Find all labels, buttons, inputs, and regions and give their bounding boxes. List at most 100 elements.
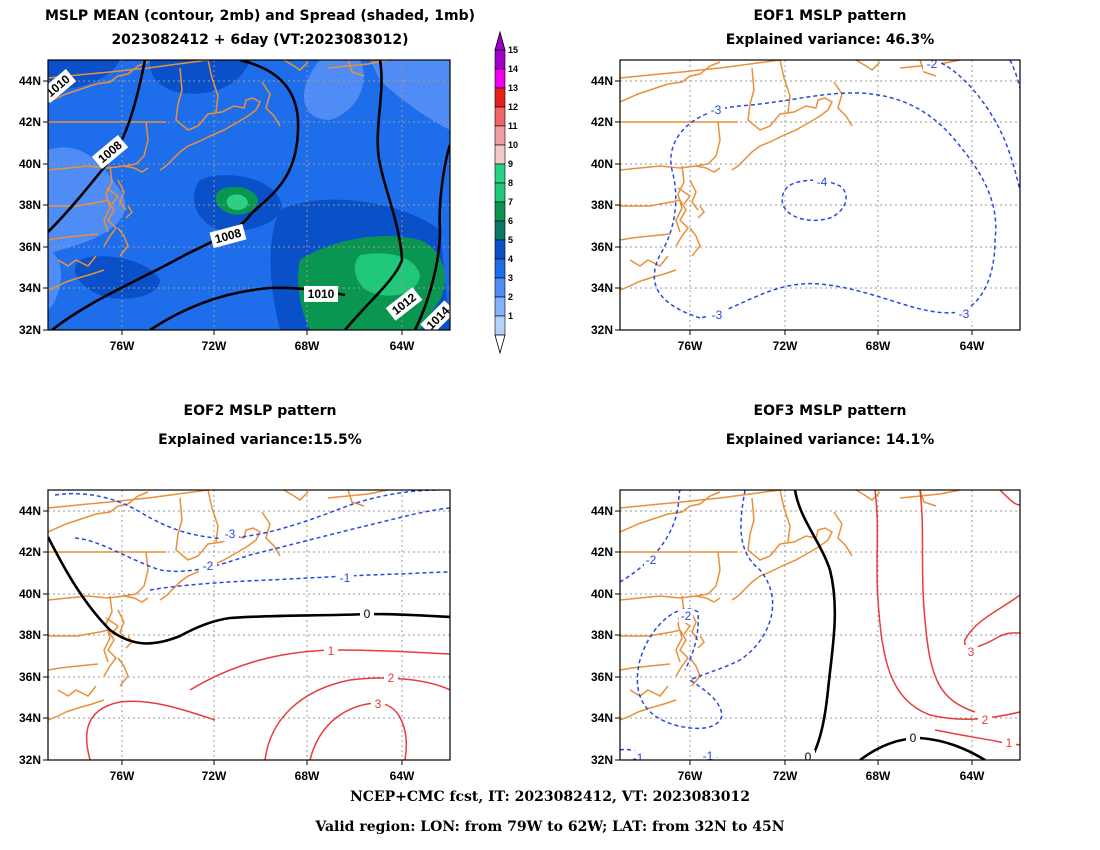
eof3-lat-label: 40N: [591, 587, 613, 601]
eof3-lat-label: 42N: [591, 545, 613, 559]
eof1-contour-label-3: -4: [813, 175, 831, 189]
colorbar-swatch: [494, 68, 506, 89]
colorbar-level-label: 15: [508, 45, 518, 55]
eof3-lat-label: 36N: [591, 670, 613, 684]
colorbar-level-label: 4: [508, 254, 513, 264]
svg-text:-2: -2: [203, 559, 214, 573]
eof3-lon-label: 68W: [866, 769, 891, 783]
mean-lat-label: 42N: [19, 115, 41, 129]
eof1-title: EOF1 MSLP pattern: [753, 8, 907, 24]
eof2-lat-label: 38N: [19, 628, 41, 642]
eof3-lon-label: 64W: [960, 769, 985, 783]
colorbar-swatch: [494, 315, 506, 336]
svg-text:3: 3: [375, 697, 382, 711]
eof2-lon-label: 72W: [202, 769, 227, 783]
colorbar-swatch: [494, 182, 506, 203]
eof3-contour-label-2: -2: [679, 609, 693, 623]
svg-text:-3: -3: [959, 307, 970, 321]
svg-text:-1: -1: [340, 571, 351, 585]
colorbar-level-label: 9: [508, 159, 513, 169]
colorbar-swatch: [494, 163, 506, 184]
mean-contour-label-4: 1012: [385, 287, 423, 321]
footer-valid-region: Valid region: LON: from 79W to 62W; LAT:…: [315, 819, 785, 835]
eof2-lat-label: 40N: [19, 587, 41, 601]
colorbar-level-label: 1: [508, 311, 513, 321]
svg-text:-2: -2: [646, 553, 657, 567]
mean-contour-label-3: 1010: [304, 286, 338, 302]
eof2-contour-label-4: 0: [360, 607, 374, 621]
colorbar-level-label: 10: [508, 140, 518, 150]
eof3-lon-label: 72W: [773, 769, 798, 783]
eof3-lat-label: 32N: [591, 753, 613, 767]
mean-subtitle: 2023082412 + 6day (VT:2023083012): [111, 32, 409, 48]
svg-text:0: 0: [910, 731, 917, 745]
eof3-title: EOF3 MSLP pattern: [753, 403, 907, 419]
mean-lat-label: 36N: [19, 240, 41, 254]
eof3-lat-label: 34N: [591, 711, 613, 725]
svg-text:3: 3: [968, 645, 975, 659]
eof2-contour-label-2: -2: [199, 559, 217, 573]
eof1-frame: [619, 59, 1021, 331]
svg-text:2: 2: [388, 671, 395, 685]
colorbar-swatch: [494, 258, 506, 279]
colorbar-level-label: 5: [508, 235, 513, 245]
colorbar-level-label: 6: [508, 216, 513, 226]
eof1-lon-label: 64W: [960, 339, 985, 353]
eof1-lat-label: 44N: [591, 74, 613, 88]
colorbar-swatch: [494, 220, 506, 241]
eof1-lat-label: 38N: [591, 198, 613, 212]
eof3-lat-label: 44N: [591, 504, 613, 518]
colorbar-level-label: 14: [508, 64, 518, 74]
svg-text:-3: -3: [711, 103, 722, 117]
eof2-lat-label: 34N: [19, 711, 41, 725]
eof3-contour-label-3: -1: [629, 751, 647, 765]
eof2-contour-label-1: -3: [221, 527, 239, 541]
eof1-contour-label-5: -3: [955, 307, 973, 321]
colorbar-swatch: [494, 277, 506, 298]
eof3-contour-label-1: -2: [644, 553, 658, 567]
eof3-subtitle: Explained variance: 14.1%: [725, 432, 935, 448]
eof2-lon-label: 68W: [295, 769, 320, 783]
colorbar-level-label: 11: [508, 121, 518, 131]
eof2-lat-label: 44N: [19, 504, 41, 518]
colorbar-swatch: [494, 296, 506, 317]
colorbar-level-label: 13: [508, 83, 518, 93]
mean-lon-label: 72W: [202, 339, 227, 353]
eof1-contour-label-4: -3: [708, 308, 726, 322]
mean-lon-label: 76W: [110, 339, 135, 353]
colorbar-swatch: [494, 49, 506, 70]
eof3-contour-label-7: 3: [964, 645, 978, 659]
eof3-lon-label: 76W: [678, 769, 703, 783]
eof1-lat-label: 32N: [591, 323, 613, 337]
svg-text:1008: 1008: [213, 226, 243, 247]
mean-lat-label: 44N: [19, 74, 41, 88]
eof1-lon-label: 72W: [773, 339, 798, 353]
svg-text:1: 1: [328, 644, 335, 658]
svg-text:-1: -1: [633, 751, 644, 765]
eof1-contour-label-1: -2: [923, 57, 941, 71]
mean-lon-label: 64W: [390, 339, 415, 353]
mean-lat-label: 32N: [19, 323, 41, 337]
eof2-contour-label-5: 1: [324, 644, 338, 658]
eof1-lon-label: 68W: [866, 339, 891, 353]
colorbar-swatch: [494, 144, 506, 165]
eof1-lat-label: 36N: [591, 240, 613, 254]
svg-text:2: 2: [982, 713, 989, 727]
colorbar-swatch: [494, 239, 506, 260]
svg-text:-3: -3: [225, 527, 236, 541]
svg-text:-2: -2: [927, 57, 938, 71]
svg-text:-3: -3: [712, 308, 723, 322]
svg-text:1010: 1010: [308, 287, 335, 301]
eof3-contour-label-9: 1: [1002, 736, 1016, 750]
mean-lon-label: 68W: [295, 339, 320, 353]
eof1-lat-label: 34N: [591, 281, 613, 295]
eof2-lat-label: 42N: [19, 545, 41, 559]
mean-map: 1008 1008 1010 1012 1014 1010: [48, 60, 450, 330]
svg-text:1: 1: [1006, 736, 1013, 750]
eof1-lat-label: 40N: [591, 157, 613, 171]
mean-frame: [47, 59, 451, 331]
eof2-map: -3 -2 -1 0 1 2 3: [48, 490, 450, 760]
eof3-contour-label-5: 0: [801, 750, 815, 760]
eof2-contour-label-3: -1: [336, 571, 354, 585]
